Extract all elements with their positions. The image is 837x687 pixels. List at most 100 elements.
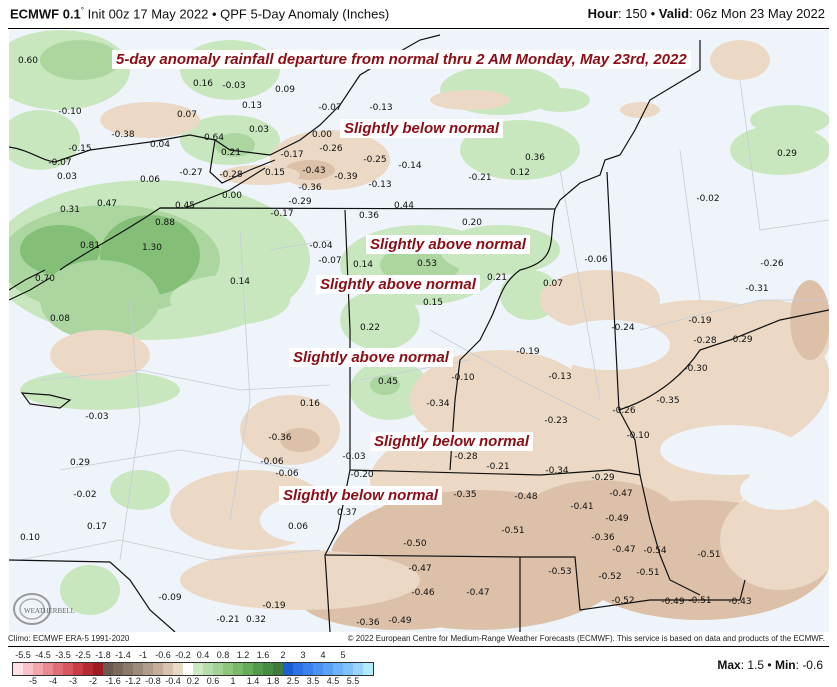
shading-region [50,330,150,380]
colorbar-swatch [113,663,123,675]
value-label: 0.36 [359,211,379,221]
value-label: -0.51 [501,526,524,536]
header-divider [8,28,829,29]
value-label: -0.19 [516,347,540,357]
model-name: ECMWF 0.1 [10,6,81,22]
shading-region [180,550,420,610]
colorbar-swatch [13,663,23,675]
colorbar-tick-label: 1.6 [256,650,270,660]
init-time: Init 00z 17 May 2022 [87,6,209,22]
header-right: Hour: 150 • Valid: 06z Mon 23 May 2022 [587,6,825,21]
value-label: 0.07 [177,110,197,120]
map-title-annotation: 5-day anomaly rainfall departure from no… [112,50,691,69]
shading-region [60,565,120,615]
shading-region [220,165,300,185]
value-label: -0.53 [548,567,571,577]
value-label: -0.29 [288,197,312,207]
separator: • [767,658,772,672]
value-label: 0.22 [360,323,380,333]
value-label: -0.03 [85,412,108,422]
colorbar-swatch [213,663,223,675]
value-label: -0.47 [408,564,431,574]
shading-region [40,260,160,340]
colorbar-tick-label: 3 [300,650,306,660]
shading-region [550,320,670,370]
colorbar-swatch [43,663,53,675]
colorbar-tick-label: -1.8 [95,650,111,660]
svg-text:WEATHERBELL: WEATHERBELL [24,607,75,615]
shading-region [660,425,800,475]
value-label: -0.23 [544,416,567,426]
colorbar-tick-label: -4 [48,676,58,686]
value-label: -0.49 [661,597,685,607]
colorbar-tick-label: 1.2 [236,650,250,660]
value-label: 0.15 [265,168,285,178]
value-label: -0.25 [363,155,386,165]
colorbar-swatch [323,663,333,675]
shading-region [720,490,829,590]
shading-region [340,290,420,350]
value-label: -0.09 [158,593,182,603]
annotation-label: Slightly above normal [289,348,453,367]
value-label: 0.14 [230,277,250,287]
colorbar-tick-label: 0.4 [196,650,210,660]
value-label: -0.29 [729,335,753,345]
shading-region [790,280,829,360]
header-left: ECMWF 0.1° Init 00z 17 May 2022 • QPF 5-… [10,6,389,21]
colorbar-swatch [243,663,253,675]
colorbar-tick-label: 0.6 [206,676,220,686]
colorbar-swatch [103,663,113,675]
value-label: -0.54 [643,546,667,556]
value-label: 0.21 [487,273,507,283]
value-label: 0.47 [97,199,117,209]
colorbar-swatch [143,663,153,675]
value-label: -0.14 [398,161,422,171]
colorbar-swatch [273,663,283,675]
value-label: 0.37 [337,508,357,518]
value-label: -0.03 [342,452,365,462]
value-label: -0.29 [591,473,615,483]
colorbar-tick-label: -0.6 [155,650,171,660]
copyright-note: © 2022 European Centre for Medium-Range … [347,634,825,643]
value-label: 0.64 [204,133,224,143]
colorbar-tick-label: 0.2 [186,676,200,686]
anomaly-shading [9,30,829,630]
colorbar-swatch [343,663,353,675]
colorbar-tick-label: -0.2 [175,650,191,660]
value-label: -0.52 [611,596,634,606]
colorbar-swatch [173,663,183,675]
value-label: 0.36 [525,153,545,163]
annotation-label: Slightly below normal [370,432,534,451]
value-label: 0.07 [543,279,563,289]
colorbar-tick-label: 5.5 [346,676,360,686]
shading-region [370,375,400,395]
valid-label: Valid [658,6,690,21]
hour-value: 150 [625,6,647,21]
value-label: 0.00 [312,130,332,140]
colorbar-tick-label: 1 [230,676,236,686]
colorbar-swatch [303,663,313,675]
value-label: -0.21 [216,615,239,625]
valid-value: 06z Mon 23 May 2022 [696,6,825,21]
min-label: Min [774,658,796,672]
value-label: -0.10 [58,107,82,117]
colorbar-swatch [83,663,93,675]
colorbar-swatch [153,663,163,675]
shading-region [260,498,340,542]
value-label: -0.03 [222,81,245,91]
min-value: -0.6 [802,658,823,672]
shading-region [750,105,829,135]
value-label: 1.30 [142,243,162,253]
value-label: -0.28 [219,170,243,180]
value-label: -0.38 [111,130,135,140]
value-label: 0.09 [275,85,295,95]
value-label: -0.34 [545,466,569,476]
value-label: 0.03 [57,172,77,182]
value-label: 0.06 [288,522,308,532]
value-label: 0.44 [394,201,414,211]
value-label: -0.36 [268,433,292,443]
colorbar-swatch [203,663,213,675]
colorbar-tick-label: -1 [138,650,148,660]
value-label: -0.46 [411,588,435,598]
shading-region [730,125,829,175]
